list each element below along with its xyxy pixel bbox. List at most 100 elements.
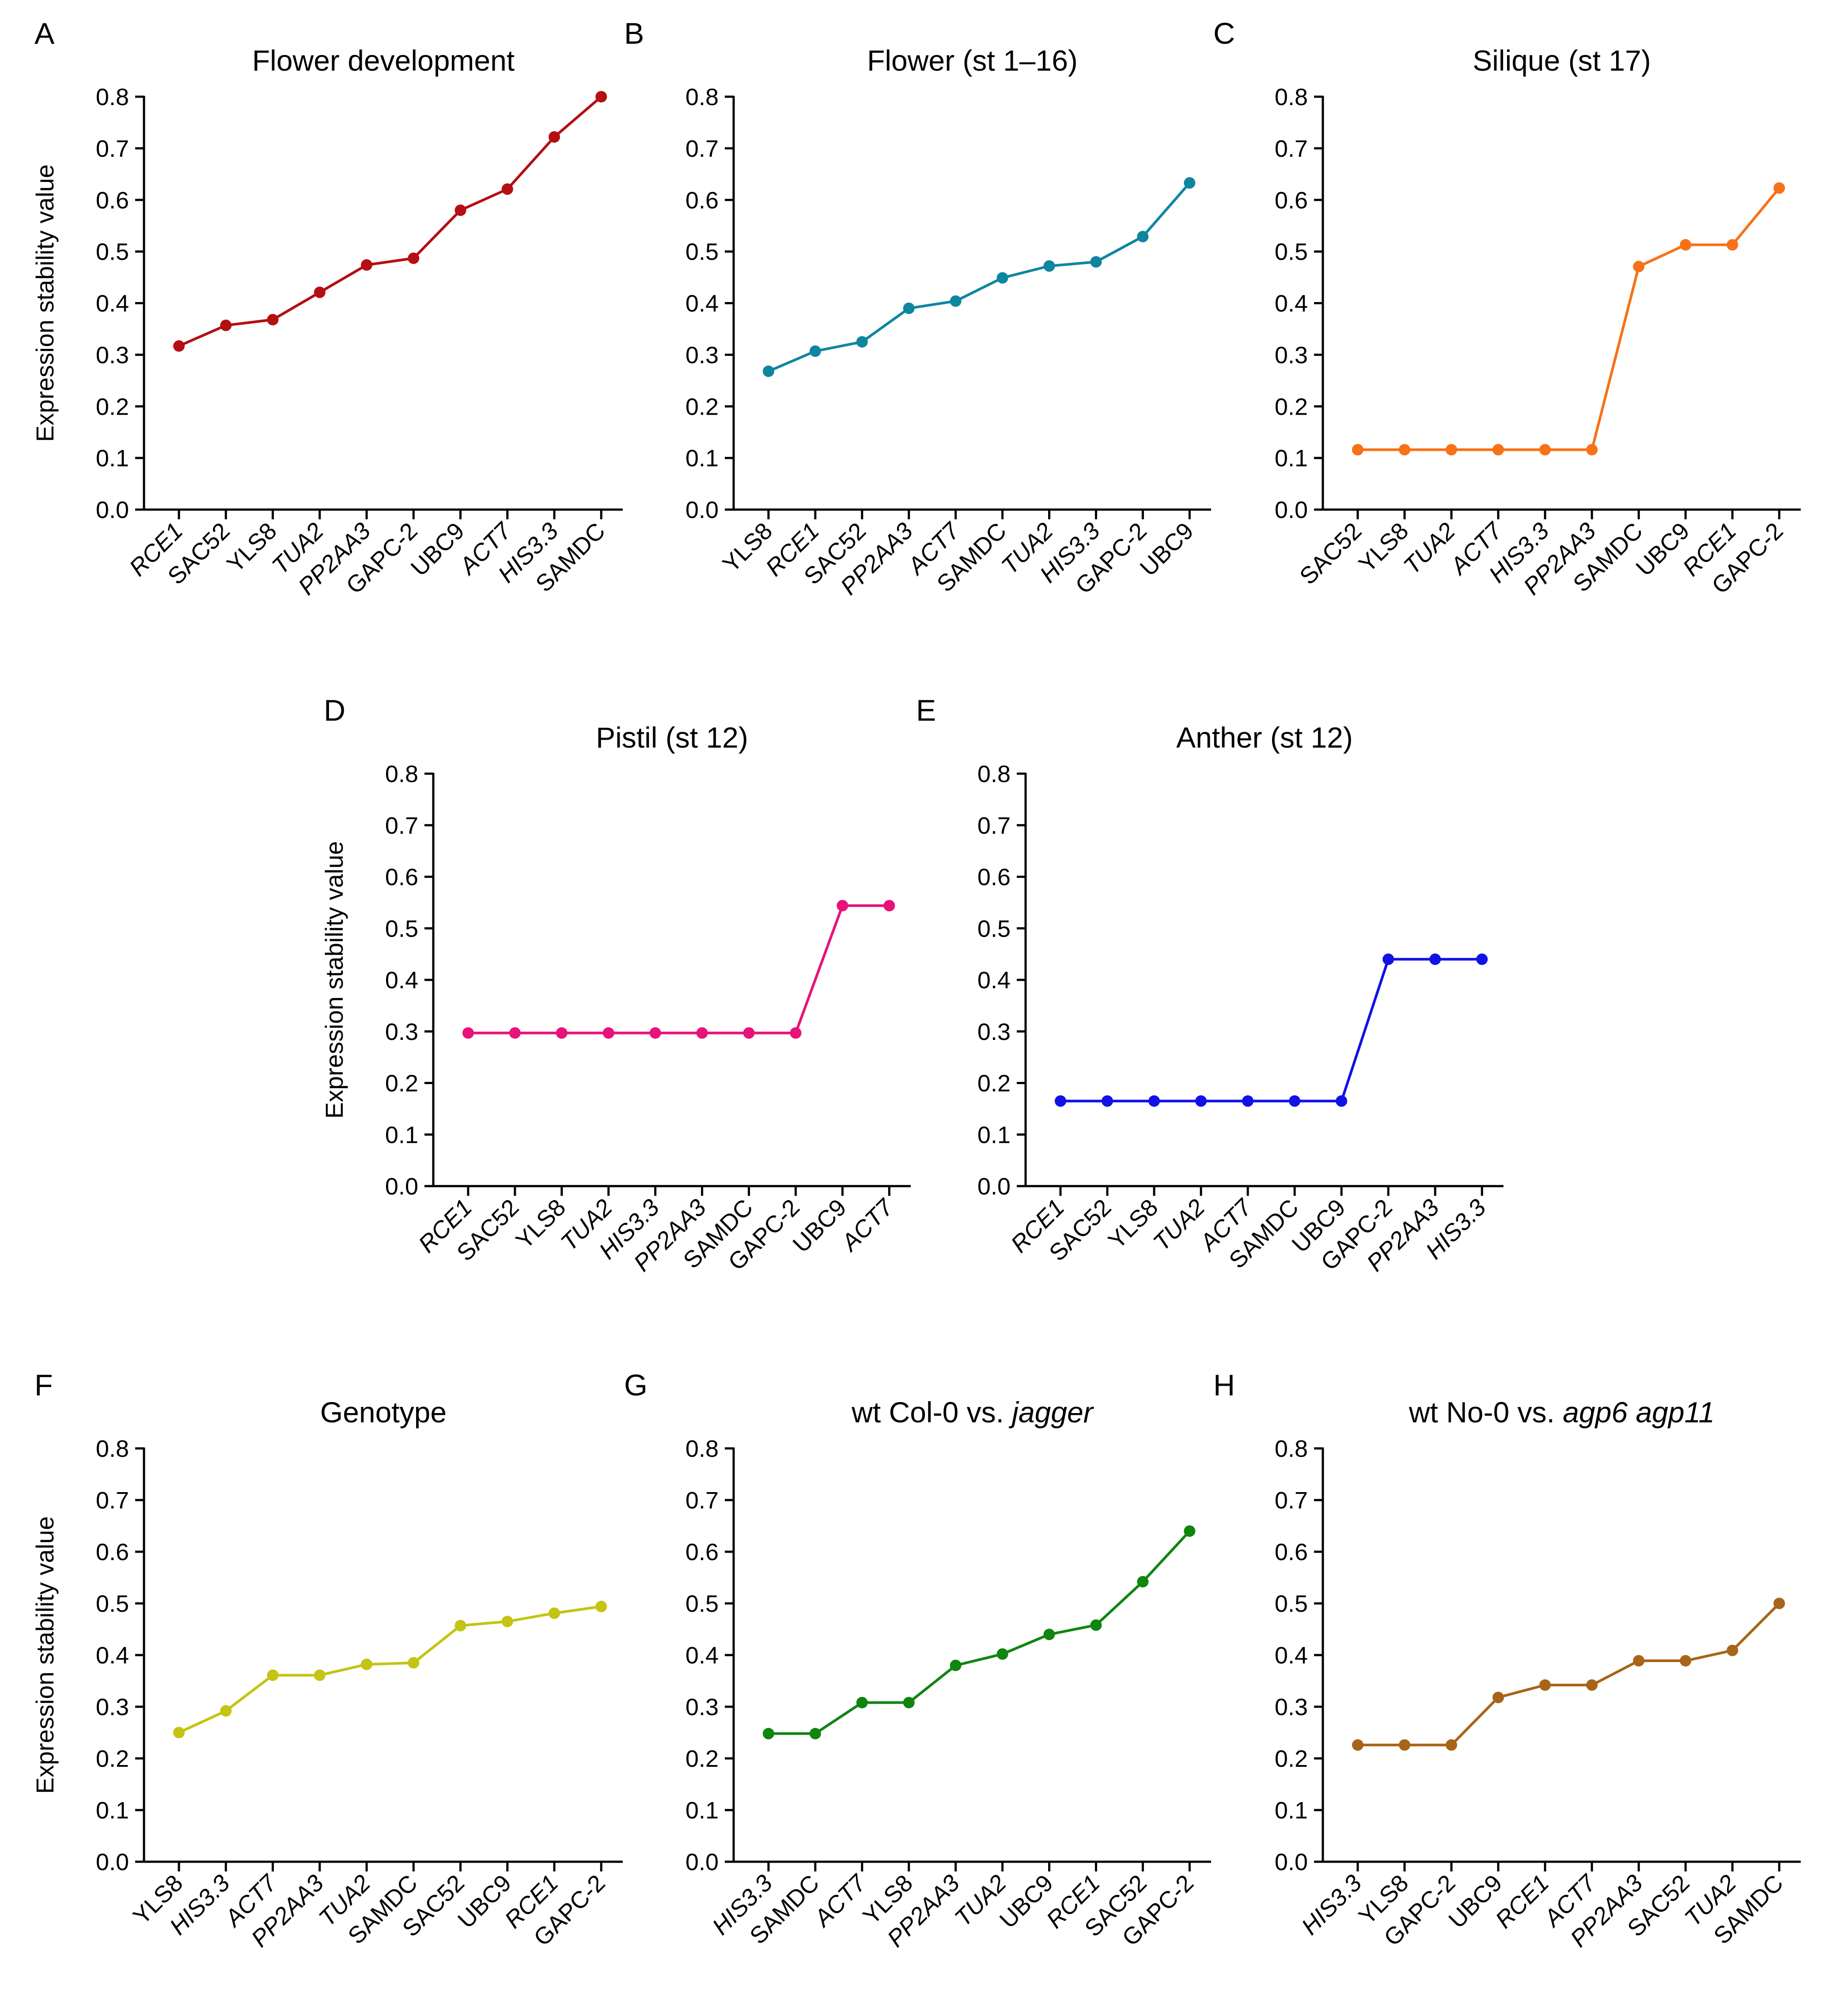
- panel-letter: D: [324, 694, 345, 727]
- data-point: [1336, 1095, 1348, 1107]
- y-tick-label: 0.5: [1275, 1591, 1308, 1617]
- series-line: [468, 904, 890, 1035]
- data-point: [548, 1607, 560, 1619]
- y-tick-label: 0.2: [96, 393, 129, 420]
- y-tick-label: 0.8: [977, 761, 1011, 787]
- data-point: [1090, 256, 1102, 268]
- data-point: [173, 1727, 185, 1739]
- y-tick-label: 0.8: [1275, 1436, 1308, 1462]
- data-point: [1352, 444, 1363, 456]
- data-point: [1043, 260, 1055, 272]
- y-tick-label: 0.4: [685, 1642, 719, 1669]
- y-tick-label: 0.7: [1275, 1487, 1308, 1514]
- data-point: [267, 314, 279, 325]
- panel-title: Silique (st 17): [1473, 44, 1651, 77]
- y-tick-label: 0.3: [96, 342, 129, 368]
- series-line: [178, 95, 602, 348]
- y-tick-label: 0.4: [685, 291, 719, 317]
- y-tick-label: 0.5: [977, 915, 1011, 942]
- data-point: [595, 1601, 607, 1613]
- y-tick-label: 0.0: [1275, 497, 1308, 523]
- panel-title-italic: agp6 agp11: [1563, 1396, 1715, 1429]
- panel-letter: F: [34, 1368, 53, 1402]
- data-point: [1680, 239, 1692, 251]
- y-tick-label: 0.3: [385, 1019, 418, 1045]
- y-tick-label: 0.3: [685, 1694, 719, 1720]
- data-point: [1727, 239, 1738, 251]
- y-tick-label: 0.7: [1275, 136, 1308, 162]
- data-point: [950, 295, 962, 307]
- y-tick-label: 0.8: [1275, 84, 1308, 110]
- data-point: [408, 252, 420, 264]
- y-tick-label: 0.0: [685, 1849, 719, 1875]
- y-tick-label: 0.6: [977, 864, 1011, 891]
- y-tick-label: 0.8: [685, 84, 719, 110]
- y-axis-title: Expression stability value: [320, 841, 348, 1119]
- data-point: [1102, 1095, 1113, 1107]
- y-tick-label: 0.4: [977, 967, 1011, 994]
- data-point: [1352, 1739, 1363, 1751]
- data-point: [1586, 444, 1598, 456]
- data-point: [996, 1648, 1008, 1660]
- data-point: [1773, 182, 1785, 194]
- y-tick-label: 0.2: [977, 1070, 1011, 1097]
- y-tick-label: 0.6: [96, 187, 129, 214]
- data-point: [696, 1027, 708, 1039]
- panel-title-text: wt Col-0 vs.: [851, 1396, 1012, 1429]
- data-point: [173, 340, 185, 352]
- data-point: [1446, 1739, 1458, 1751]
- y-tick-label: 0.2: [685, 1746, 719, 1772]
- panel-title-text: wt No-0 vs.: [1409, 1396, 1563, 1429]
- data-point: [950, 1659, 962, 1671]
- panel-letter: H: [1213, 1368, 1235, 1402]
- y-tick-label: 0.8: [385, 761, 418, 787]
- data-point: [267, 1669, 279, 1681]
- y-axis-title: Expression stability value: [31, 164, 59, 442]
- data-point: [856, 336, 868, 348]
- y-tick-label: 0.6: [685, 187, 719, 214]
- series-line: [768, 182, 1191, 373]
- y-tick-label: 0.0: [96, 1849, 129, 1875]
- y-tick-label: 0.8: [96, 84, 129, 110]
- panel-title-text: Anther (st 12): [1176, 721, 1353, 754]
- data-point: [1054, 1095, 1066, 1107]
- y-tick-label: 0.6: [1275, 187, 1308, 214]
- y-tick-label: 0.5: [96, 239, 129, 265]
- data-point: [837, 900, 848, 911]
- panel-letter: C: [1213, 17, 1235, 50]
- y-tick-label: 0.1: [685, 1797, 719, 1824]
- data-point: [1242, 1095, 1254, 1107]
- y-tick-label: 0.3: [1275, 342, 1308, 368]
- data-point: [548, 131, 560, 143]
- y-tick-label: 0.7: [977, 813, 1011, 839]
- y-tick-label: 0.1: [1275, 445, 1308, 472]
- y-tick-label: 0.8: [685, 1436, 719, 1462]
- data-point: [501, 1615, 513, 1627]
- y-tick-label: 0.7: [96, 1487, 129, 1514]
- y-tick-label: 0.5: [685, 1591, 719, 1617]
- y-tick-label: 0.7: [685, 1487, 719, 1514]
- data-point: [1148, 1095, 1160, 1107]
- data-point: [1137, 231, 1149, 242]
- data-point: [1446, 444, 1458, 456]
- data-point: [556, 1027, 568, 1039]
- panel-title-italic: jagger: [1008, 1396, 1094, 1429]
- data-point: [462, 1027, 474, 1039]
- panel-title-text: Flower development: [252, 44, 515, 77]
- y-tick-label: 0.4: [96, 291, 129, 317]
- data-point: [1184, 1525, 1196, 1537]
- panel-h: Hwt No-0 vs. agp6 agp11 0.0 0.1 0.2 0.3 0.4 0.…: [1213, 1368, 1801, 1952]
- data-point: [408, 1657, 420, 1669]
- series-line: [1358, 1602, 1780, 1746]
- y-tick-label: 0.3: [96, 1694, 129, 1720]
- y-tick-label: 0.4: [1275, 1642, 1308, 1669]
- data-point: [809, 1727, 821, 1739]
- data-point: [220, 1705, 232, 1717]
- series-line: [178, 1605, 602, 1734]
- data-point: [1492, 444, 1504, 456]
- data-point: [454, 204, 466, 216]
- data-point: [1195, 1095, 1207, 1107]
- panel-title: Anther (st 12): [1176, 721, 1353, 754]
